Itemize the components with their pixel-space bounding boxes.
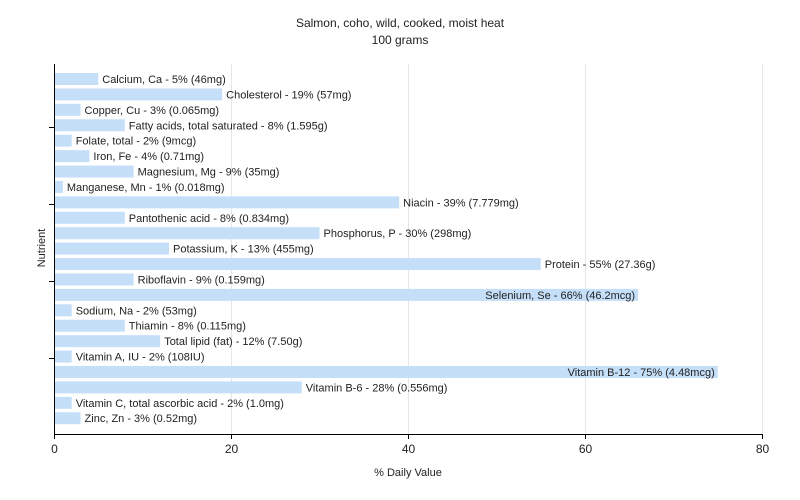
bar-label-14: Selenium, Se - 66% (46.2mcg) (485, 290, 635, 302)
bar-20 (54, 381, 302, 394)
bar-10 (54, 227, 320, 240)
bar-19 (54, 365, 718, 378)
bar-9 (54, 211, 125, 224)
chart-subtitle: 100 grams (372, 33, 429, 47)
bar-label-17: Total lipid (fat) - 12% (7.50g) (164, 336, 302, 348)
bar-label-21: Vitamin C, total ascorbic acid - 2% (1.0… (76, 398, 284, 410)
bar-label-4: Folate, total - 2% (9mcg) (76, 136, 196, 148)
bar-3 (54, 119, 125, 132)
x-axis-label: % Daily Value (374, 467, 442, 479)
bar-15 (54, 304, 72, 317)
axes-layer: 0 20 40 60 80 (49, 64, 769, 456)
bar-label-15: Sodium, Na - 2% (53mg) (76, 305, 197, 317)
bar-6 (54, 165, 134, 178)
bar-11 (54, 242, 170, 255)
bar-13 (54, 273, 134, 286)
bar-label-6: Magnesium, Mg - 9% (35mg) (138, 167, 280, 179)
bar-14 (54, 288, 639, 301)
bar-4 (54, 134, 72, 147)
bar-16 (54, 319, 125, 332)
bar-label-20: Vitamin B-6 - 28% (0.556mg) (306, 382, 448, 394)
bar-label-11: Potassium, K - 13% (455mg) (173, 244, 314, 256)
x-tick-label-80: 80 (756, 442, 770, 456)
bar-label-3: Fatty acids, total saturated - 8% (1.595… (129, 120, 328, 132)
bar-label-1: Cholesterol - 19% (57mg) (226, 89, 351, 101)
bar-label-0: Calcium, Ca - 5% (46mg) (102, 74, 225, 86)
bar-label-10: Phosphorus, P - 30% (298mg) (324, 228, 472, 240)
x-tick-label-0: 0 (51, 442, 58, 456)
bar-label-5: Iron, Fe - 4% (0.71mg) (93, 151, 204, 163)
bar-18 (54, 350, 72, 363)
bar-8 (54, 196, 400, 209)
y-axis-label: Nutrient (36, 229, 48, 268)
bar-label-2: Copper, Cu - 3% (0.065mg) (85, 105, 220, 117)
bar-12 (54, 258, 541, 271)
bar-label-13: Riboflavin - 9% (0.159mg) (138, 274, 265, 286)
bar-1 (54, 88, 223, 101)
bar-label-9: Pantothenic acid - 8% (0.834mg) (129, 213, 289, 225)
bar-2 (54, 103, 81, 116)
bar-22 (54, 412, 81, 425)
chart-title: Salmon, coho, wild, cooked, moist heat (296, 16, 505, 30)
bar-label-7: Manganese, Mn - 1% (0.018mg) (67, 182, 225, 194)
x-tick-label-40: 40 (402, 442, 416, 456)
bar-label-16: Thiamin - 8% (0.115mg) (129, 321, 246, 333)
x-tick-label-20: 20 (225, 442, 239, 456)
bar-label-22: Zinc, Zn - 3% (0.52mg) (85, 413, 197, 425)
bar-5 (54, 150, 90, 163)
bar-label-19: Vitamin B-12 - 75% (4.48mcg) (568, 367, 715, 379)
x-tick-label-60: 60 (579, 442, 593, 456)
bars-layer: Calcium, Ca - 5% (46mg)Cholesterol - 19%… (54, 73, 718, 425)
bar-label-18: Vitamin A, IU - 2% (108IU) (76, 352, 205, 364)
bar-label-12: Protein - 55% (27.36g) (545, 259, 656, 271)
bar-17 (54, 335, 161, 348)
bar-7 (54, 180, 63, 193)
bar-21 (54, 396, 72, 409)
bar-label-8: Niacin - 39% (7.779mg) (403, 197, 519, 209)
bar-0 (54, 73, 99, 85)
